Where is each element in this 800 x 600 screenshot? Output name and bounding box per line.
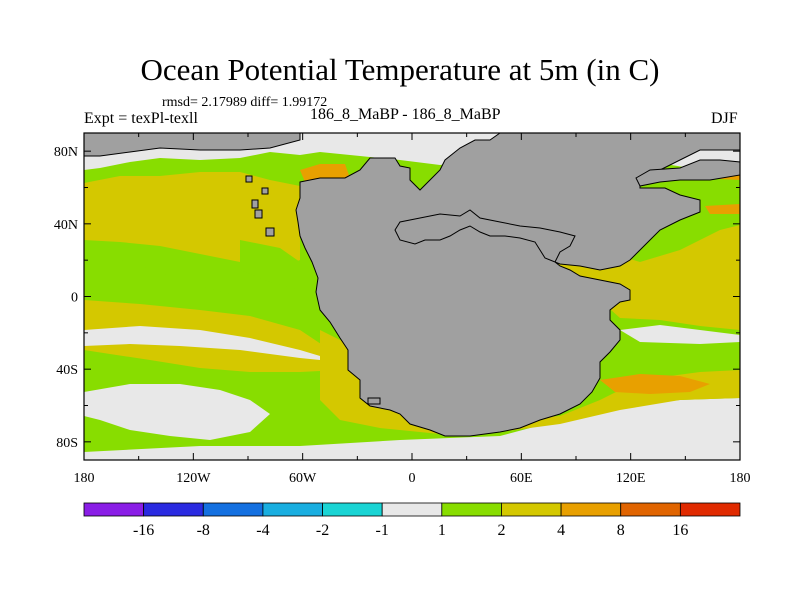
small-island-4	[265, 227, 275, 237]
x-tick-label: 180	[74, 471, 95, 486]
colorbar-swatch	[322, 502, 383, 517]
x-tick-label: 60W	[289, 471, 317, 486]
small-island-5	[245, 175, 253, 183]
y-tick-label: 80N	[54, 145, 78, 160]
arctic-landmass-west	[83, 132, 301, 157]
south-pacific-near-zero-band	[84, 326, 340, 362]
colorbar-label: -8	[197, 522, 210, 539]
experiment-label: Expt = texPl-texll	[84, 110, 198, 127]
x-tick-label: 180	[730, 471, 751, 486]
small-island-6	[367, 397, 381, 405]
colorbar: -16 -8 -4 -2 -1 1 2 4 8 16	[83, 502, 741, 539]
small-island-3	[254, 209, 263, 219]
y-tick-label: 0	[71, 291, 78, 306]
colorbar-label: -4	[256, 522, 269, 539]
colorbar-swatch	[381, 502, 443, 517]
y-tick-label: 40N	[54, 218, 78, 233]
southern-ocean-near-zero-band	[84, 384, 270, 440]
x-tick-label: 120W	[176, 471, 211, 486]
colorbar-swatch	[143, 502, 204, 517]
colorbar-swatch	[501, 502, 562, 517]
small-island-1	[251, 199, 259, 209]
case-label: 186_8_MaBP - 186_8_MaBP	[310, 106, 501, 123]
chart-title: Ocean Potential Temperature at 5m (in C)	[140, 52, 660, 87]
colorbar-swatch	[679, 502, 741, 517]
colorbar-label: 2	[497, 522, 505, 539]
eastern-pacific-tongue	[240, 240, 300, 290]
axis-ticks	[83, 133, 741, 460]
warm-patch-southeast	[600, 374, 710, 394]
colorbar-label: 1	[438, 522, 446, 539]
axis-labels: 180 120W 60W 0 60E 120E 180 80N 40N 0 40S 80S	[54, 145, 751, 486]
y-tick-label: 80S	[56, 436, 78, 451]
antarctic-near-zero-band	[84, 398, 740, 460]
colorbar-label: 4	[557, 522, 565, 539]
colorbar-swatch	[441, 502, 502, 517]
pangea-landmass	[295, 132, 741, 437]
tropical-pacific-band	[84, 250, 250, 302]
colorbar-label: 8	[617, 522, 625, 539]
stats-label: rmsd= 2.17989 diff= 1.99172	[162, 95, 328, 110]
colorbar-swatch	[83, 502, 145, 517]
x-tick-label: 60E	[510, 471, 533, 486]
warm-patch-northeast	[705, 204, 740, 214]
land	[83, 132, 741, 437]
season-label: DJF	[711, 110, 738, 127]
colorbar-swatch	[262, 502, 323, 517]
colorbar-swatch	[560, 502, 622, 517]
x-tick-label: 120E	[616, 471, 646, 486]
y-tick-label: 40S	[56, 363, 78, 378]
south-indian-near-zero-band	[620, 325, 740, 344]
colorbar-label: -16	[133, 522, 154, 539]
colorbar-label: 16	[672, 522, 688, 539]
x-tick-label: 0	[409, 471, 416, 486]
east-indian-warm-band	[600, 300, 740, 330]
colorbar-swatch	[202, 502, 264, 517]
small-island-2	[261, 187, 269, 195]
colorbar-label: -2	[316, 522, 329, 539]
colorbar-label: -1	[376, 522, 389, 539]
colorbar-swatch	[620, 502, 681, 517]
